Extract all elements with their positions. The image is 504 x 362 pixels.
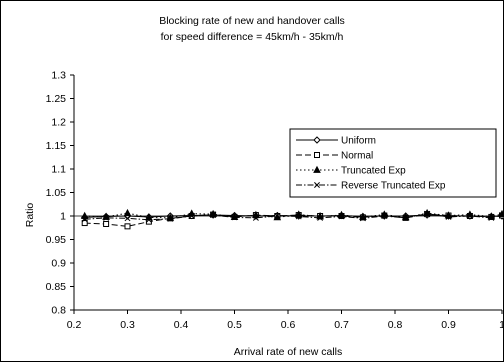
data-point-x — [124, 215, 131, 222]
data-point-x — [81, 216, 88, 223]
x-marker-stroke — [381, 213, 388, 219]
x-marker-stroke — [402, 214, 409, 221]
x-marker-stroke — [466, 213, 473, 219]
x-marker-stroke — [295, 213, 302, 220]
data-point-x — [231, 214, 238, 221]
data-point-x — [188, 213, 195, 219]
y-tick-label: 0.8 — [51, 305, 66, 317]
data-point-square — [124, 223, 131, 230]
legend-marker-triangle — [313, 165, 321, 173]
x-marker-stroke — [124, 215, 131, 222]
x-tick-label: 0.4 — [174, 319, 189, 331]
legend-marker-square — [314, 152, 320, 158]
x-marker-stroke — [167, 215, 174, 222]
x-marker-stroke — [231, 214, 238, 221]
y-tick-label: 1 — [60, 211, 66, 223]
y-tick-label: 0.95 — [46, 234, 67, 246]
x-marker-stroke — [252, 214, 259, 221]
x-marker-stroke — [103, 214, 110, 221]
legend-entry: Uniform — [296, 136, 376, 147]
legend-entry: Normal — [296, 151, 373, 162]
data-point-square — [81, 220, 88, 227]
legend-entry: Reverse Truncated Exp — [296, 181, 446, 192]
y-tick-label: 1.15 — [46, 140, 67, 152]
data-point-x — [145, 216, 152, 223]
legend-entry: Truncated Exp — [296, 166, 406, 177]
legend-label: Uniform — [341, 136, 376, 147]
data-point-x — [167, 215, 174, 222]
data-point-x — [103, 214, 110, 221]
x-marker-stroke — [210, 212, 217, 219]
y-tick-label: 1.05 — [46, 187, 67, 199]
data-point-x — [295, 213, 302, 220]
series-layer — [80, 208, 504, 230]
x-marker-stroke — [314, 182, 320, 188]
chart-title: Blocking rate of new and handover calls — [159, 15, 345, 27]
x-marker-stroke — [424, 210, 431, 217]
x-marker-stroke — [274, 213, 281, 219]
y-tick-label: 1.25 — [46, 93, 67, 105]
chart-legend: Uniform Normal Truncated Exp Reverse Trunca… — [289, 128, 497, 198]
data-point-square — [103, 220, 110, 227]
data-point-x — [424, 210, 431, 217]
data-point-x — [252, 214, 259, 221]
legend-label: Truncated Exp — [341, 166, 406, 177]
y-axis-label: Ratio — [24, 203, 36, 228]
data-point-x — [274, 213, 281, 219]
data-point-x — [381, 213, 388, 219]
data-point-x — [402, 214, 409, 221]
data-point-x — [338, 213, 345, 220]
series-x — [81, 210, 504, 223]
y-tick-label: 1.2 — [51, 117, 66, 129]
legend-marker-x — [314, 182, 320, 188]
x-tick-label: 0.3 — [120, 319, 135, 331]
data-point-x — [210, 212, 217, 219]
x-tick-label: 0.6 — [281, 319, 296, 331]
data-point-x — [445, 213, 452, 220]
data-point-x — [466, 213, 473, 219]
x-tick-label: 0.9 — [441, 319, 456, 331]
series-line — [84, 213, 503, 221]
x-axis-label: Arrival rate of new calls — [234, 346, 343, 358]
data-point-x — [488, 214, 495, 221]
series-line — [84, 212, 503, 219]
y-tick-label: 0.9 — [51, 258, 66, 270]
data-point-x — [359, 215, 366, 222]
x-tick-label: 0.7 — [334, 319, 349, 331]
legend-label: Reverse Truncated Exp — [341, 181, 446, 192]
data-point-triangle — [80, 211, 89, 219]
data-point-triangle — [123, 208, 132, 217]
x-tick-label: 1 — [499, 319, 504, 331]
y-tick-label: 1.1 — [51, 164, 66, 176]
y-tick-label: 1.3 — [51, 70, 66, 82]
x-tick-label: 0.8 — [388, 319, 403, 331]
legend-label: Normal — [341, 151, 373, 162]
x-tick-label: 0.5 — [227, 319, 242, 331]
x-marker-stroke — [81, 216, 88, 223]
x-marker-stroke — [359, 215, 366, 222]
y-tick-label: 0.85 — [46, 281, 67, 293]
x-marker-stroke — [145, 216, 152, 223]
series-line — [84, 213, 503, 227]
x-tick-label: 0.2 — [67, 319, 82, 331]
data-point-x — [317, 214, 324, 221]
x-marker-stroke — [338, 213, 345, 220]
legend-marker-diamond — [313, 136, 321, 144]
x-marker-stroke — [188, 213, 195, 219]
chart-subtitle: for speed difference = 45km/h - 35km/h — [161, 31, 344, 43]
x-marker-stroke — [445, 213, 452, 220]
x-marker-stroke — [488, 214, 495, 221]
x-marker-stroke — [317, 214, 324, 221]
